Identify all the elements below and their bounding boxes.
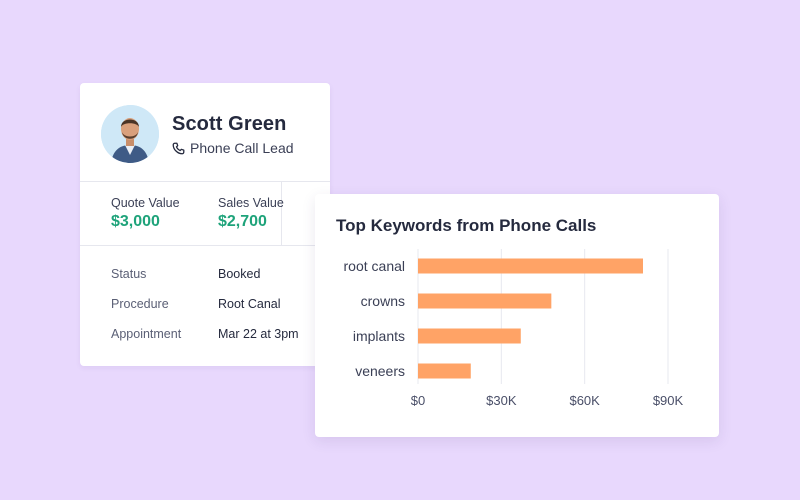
category-label: root canal [344,258,405,274]
x-tick-label: $30K [486,393,517,408]
status-label: Status [111,267,147,281]
keywords-bar-chart: $0 $30K $60K $90K root canal crowns implants ve… [344,249,684,408]
chart-title: Top Keywords from Phone Calls [336,216,597,235]
divider [80,245,330,246]
x-tick-label: $0 [411,393,425,408]
category-label: veneers [355,363,405,379]
lead-source: Phone Call Lead [172,140,294,156]
bar-implants [418,328,521,344]
appointment-value: Mar 22 at 3pm [218,327,299,341]
procedure-value: Root Canal [218,297,281,311]
divider [80,181,330,182]
quote-value: $3,000 [111,213,160,230]
status-value: Booked [218,267,261,281]
sales-value: $2,700 [218,213,267,230]
person-avatar-icon [101,105,159,163]
lead-source-label: Phone Call Lead [190,140,294,156]
x-tick-label: $90K [653,393,684,408]
x-tick-label: $60K [569,393,600,408]
procedure-label: Procedure [111,297,169,311]
sales-value-label: Sales Value [218,196,284,210]
phone-icon [172,142,185,154]
lead-header: Scott Green Phone Call Lead [80,83,330,181]
bar-root-canal [418,258,643,274]
divider [281,181,282,245]
avatar [101,105,159,163]
category-label: crowns [361,293,405,309]
lead-name: Scott Green [172,113,287,135]
keywords-chart-card: Top Keywords from Phone Calls $0 $30K $60K… [315,194,719,437]
quote-value-label: Quote Value [111,196,180,210]
bar-crowns [418,293,552,309]
bar-veneers [418,363,471,379]
category-label: implants [353,328,405,344]
appointment-label: Appointment [111,327,182,341]
lead-card: Scott Green Phone Call Lead Quote Value … [80,83,330,366]
